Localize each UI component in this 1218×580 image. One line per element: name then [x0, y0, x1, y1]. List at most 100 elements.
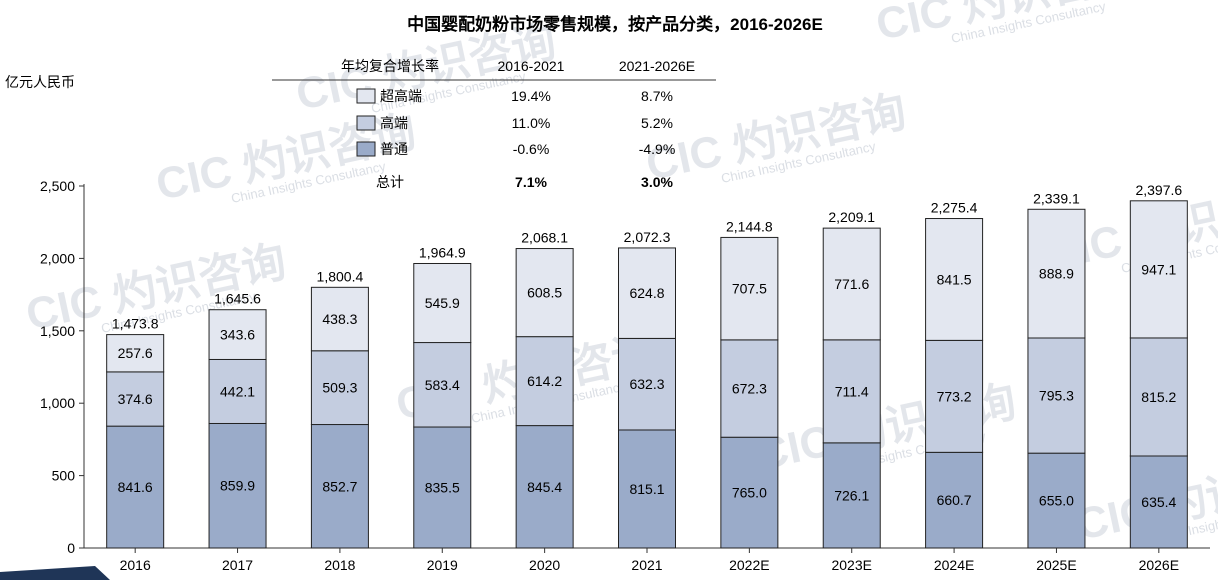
cagr-total-value: 7.1% — [515, 174, 547, 190]
cagr-value: -0.6% — [513, 141, 550, 157]
bar-segment — [310, 424, 369, 549]
legend-label: 超高端 — [380, 88, 422, 104]
bar-segment — [310, 350, 369, 426]
bar-value-label: 442.1 — [220, 383, 255, 399]
y-tick-label: 2,500 — [40, 178, 75, 194]
bar-value-label: 765.0 — [732, 485, 767, 501]
y-tick-label: 0 — [67, 540, 75, 556]
legend-swatch — [356, 115, 376, 131]
bar-segment — [1027, 208, 1086, 339]
total-label: 2,209.1 — [828, 209, 875, 225]
bar-segment — [515, 248, 574, 338]
bar-segment — [720, 236, 779, 341]
chart-title: 中国婴配奶粉市场零售规模，按产品分类，2016-2026E — [407, 14, 823, 34]
cagr-value: 19.4% — [511, 88, 551, 104]
bar-value-label: 655.0 — [1039, 493, 1074, 509]
bar-value-label: 545.9 — [425, 295, 460, 311]
bar-value-label: 343.6 — [220, 327, 255, 343]
bar-segment — [1027, 337, 1086, 454]
bar-value-label: 841.5 — [937, 271, 972, 287]
bar-value-label: 726.1 — [834, 487, 869, 503]
total-label: 1,800.4 — [317, 268, 364, 284]
bar-value-label: 859.9 — [220, 478, 255, 494]
bar-value-label: 815.2 — [1141, 389, 1176, 405]
bar-value-label: 711.4 — [835, 383, 869, 399]
bar-value-label: 835.5 — [425, 480, 460, 496]
bar-segment — [515, 425, 574, 549]
total-label: 2,144.8 — [726, 218, 773, 234]
x-tick-label: 2026E — [1139, 557, 1179, 573]
y-axis-label: 亿元人民币 — [5, 74, 75, 90]
bar-value-label: 672.3 — [732, 381, 767, 397]
corner-decoration — [0, 566, 110, 580]
total-label: 1,645.6 — [214, 291, 261, 307]
cagr-value: -4.9% — [639, 141, 676, 157]
x-tick-label: 2016 — [120, 557, 151, 573]
cagr-value: 11.0% — [512, 115, 551, 131]
bar-value-label: 509.3 — [322, 380, 357, 396]
bar-value-label: 257.6 — [118, 345, 153, 361]
bar-value-label: 660.7 — [937, 492, 972, 508]
bar-segment — [822, 442, 881, 549]
bar-segment — [413, 342, 472, 428]
total-label: 1,964.9 — [419, 244, 466, 260]
cagr-header: 2016-2021 — [498, 58, 565, 74]
legend-label: 普通 — [380, 141, 408, 157]
cagr-value: 5.2% — [641, 115, 673, 131]
y-tick-label: 2,000 — [40, 250, 75, 266]
y-tick-label: 500 — [52, 468, 76, 484]
total-label: 1,473.8 — [112, 316, 159, 332]
bar-segment — [618, 337, 676, 431]
legend-swatch — [356, 88, 376, 104]
y-tick-label: 1,000 — [40, 395, 75, 411]
x-tick-label: 2019 — [427, 557, 458, 573]
total-label: 2,339.1 — [1033, 190, 1080, 206]
cagr-total-value: 3.0% — [641, 174, 673, 190]
bar-segment — [310, 286, 369, 352]
bar-segment — [413, 426, 472, 549]
bar-value-label: 947.1 — [1141, 261, 1176, 277]
cagr-header: 2021-2026E — [619, 58, 695, 74]
bar-value-label: 583.4 — [425, 377, 460, 393]
bar-segment — [822, 227, 881, 341]
cagr-table: 年均复合增长率 2016-2021 2021-2026E 超高端 19.4% 8.7% 高端… — [272, 58, 716, 190]
total-label: 2,072.3 — [624, 229, 671, 245]
bar-value-label: 771.6 — [834, 276, 869, 292]
bar-value-label: 852.7 — [322, 478, 357, 494]
bar-segment — [720, 436, 779, 549]
bar-value-label: 624.8 — [629, 285, 664, 301]
bar-value-label: 773.2 — [937, 388, 972, 404]
x-tick-label: 2023E — [831, 557, 871, 573]
y-tick-label: 1,500 — [40, 323, 75, 339]
bar-value-label: 795.3 — [1039, 388, 1074, 404]
bar-segment — [1027, 452, 1086, 549]
bar-segment — [208, 422, 267, 549]
x-tick-label: 2020 — [529, 557, 560, 573]
total-label: 2,397.6 — [1135, 182, 1182, 198]
x-tick-label: 2018 — [324, 557, 355, 573]
x-tick-label: 2017 — [222, 557, 253, 573]
bar-segment — [925, 218, 984, 341]
bar-segment — [1129, 455, 1188, 549]
bar-segment — [618, 247, 676, 339]
cagr-total-label: 总计 — [376, 174, 404, 190]
x-tick-label: 2022E — [729, 557, 769, 573]
bar-value-label: 438.3 — [322, 311, 357, 327]
bar-value-label: 845.4 — [527, 479, 562, 495]
bar-segment — [1129, 337, 1188, 457]
bar-value-label: 707.5 — [732, 281, 767, 297]
legend-swatch — [356, 141, 376, 157]
bar-value-label: 841.6 — [118, 479, 153, 495]
bar-value-label: 632.3 — [629, 376, 664, 392]
bar-segment — [618, 429, 676, 549]
bar-value-label: 635.4 — [1141, 494, 1176, 510]
bar-value-label: 815.1 — [629, 481, 664, 497]
bar-segment — [413, 262, 472, 344]
total-label: 2,275.4 — [931, 200, 978, 216]
bar-segment — [208, 309, 267, 360]
x-tick-label: 2024E — [934, 557, 974, 573]
bar-segment — [1129, 200, 1188, 339]
bar-value-label: 374.6 — [118, 391, 153, 407]
